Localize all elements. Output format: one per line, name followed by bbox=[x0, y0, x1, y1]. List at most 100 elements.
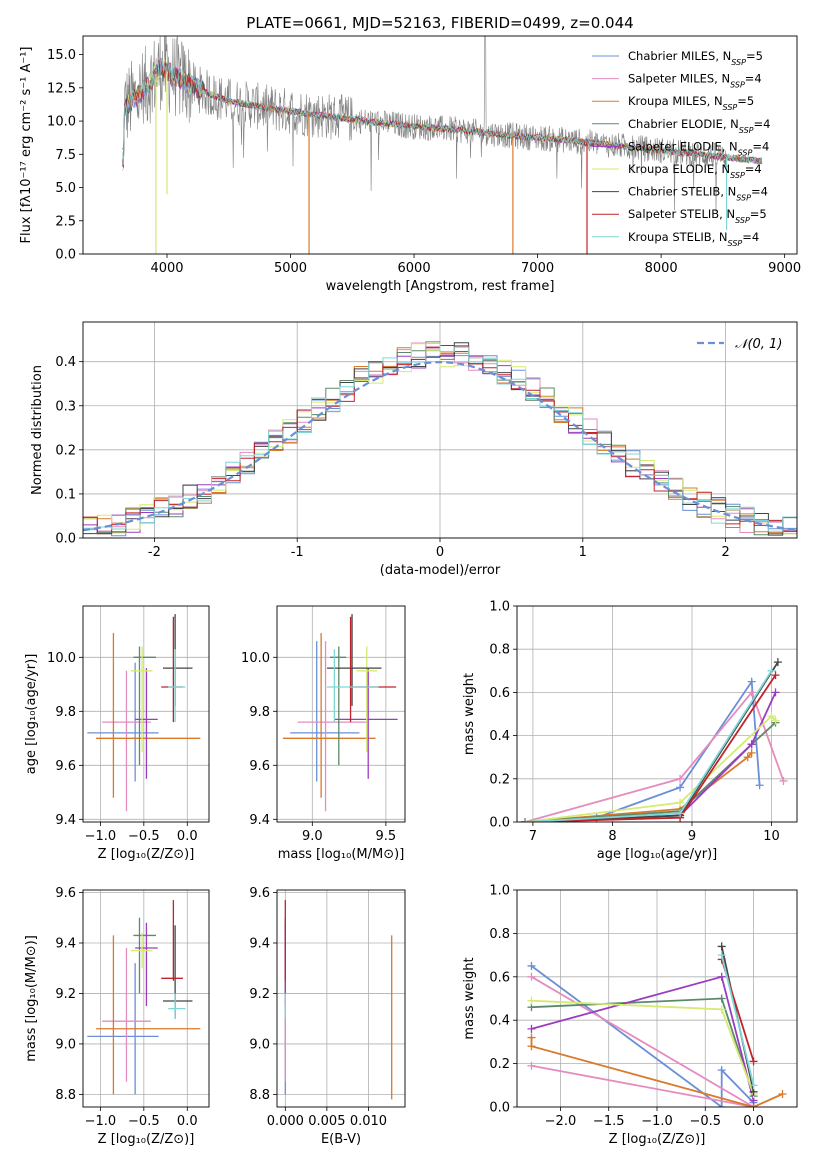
weight-line bbox=[524, 692, 777, 822]
weight-marker bbox=[749, 1081, 758, 1090]
y-tick-label: 9.4 bbox=[249, 936, 270, 951]
legend-label: Salpeter STELIB, NSSP=5 bbox=[628, 207, 767, 225]
x-axis-label: Z [log₁₀(Z/Z⊙)] bbox=[98, 847, 195, 862]
weight-marker bbox=[778, 1089, 787, 1098]
panel-residuals: -2 -1 0 1 2 0.0 0.1 0.2 0.3 0.4 (data-model)/error… bbox=[30, 321, 798, 578]
y-tick-label: 9.6 bbox=[55, 759, 76, 774]
x-axis-label: age [log₁₀(age/yr)] bbox=[597, 847, 718, 862]
y-tick-label: 9.6 bbox=[55, 886, 76, 901]
legend-label: 𝒩(0, 1) bbox=[735, 337, 782, 352]
y-axis-label: mass weight bbox=[462, 957, 477, 1039]
legend-subscript: SSP bbox=[738, 148, 753, 157]
axes-frame bbox=[276, 889, 406, 1108]
legend-subscript: SSP bbox=[723, 103, 738, 112]
y-tick-label: 9.2 bbox=[55, 987, 76, 1002]
legend-model: Salpeter STELIB, N bbox=[628, 207, 735, 221]
plot-area-age-vs-mass bbox=[277, 606, 405, 822]
legend-subscript: SSP bbox=[736, 193, 751, 202]
x-tick-label: 9.0 bbox=[302, 829, 323, 844]
legend-n: =4 bbox=[742, 230, 759, 244]
weight-marker bbox=[767, 712, 776, 721]
plot-area-mass-vs-ebv bbox=[277, 890, 405, 1107]
y-tick-label: 9.4 bbox=[55, 936, 76, 951]
y-tick-label: 0.2 bbox=[489, 772, 510, 787]
x-tick-label: 9.5 bbox=[376, 829, 397, 844]
legend-label: Chabrier MILES, NSSP=5 bbox=[628, 49, 763, 67]
plot-area-residuals bbox=[83, 322, 797, 538]
y-tick-label: 8.8 bbox=[55, 1088, 76, 1103]
legend-subscript: SSP bbox=[730, 80, 745, 89]
figure-title: PLATE=0661, MJD=52163, FIBERID=0499, z=0… bbox=[246, 14, 633, 32]
legend-n: =5 bbox=[746, 49, 763, 63]
legend-label: Kroupa ELODIE, NSSP=4 bbox=[628, 162, 762, 180]
x-tick-label: −1.0 bbox=[85, 1114, 117, 1129]
y-tick-label: 0.0 bbox=[55, 248, 76, 263]
x-axis-label: Z [log₁₀(Z/Z⊙)] bbox=[609, 1132, 706, 1147]
y-tick-label: 0.6 bbox=[489, 686, 510, 701]
legend-label: Salpeter MILES, NSSP=4 bbox=[628, 72, 762, 90]
panel-mass-vs-Z: −1.0 −0.5 0.0 8.8 9.0 9.2 9.4 9.6 Z [log₁₀(Z/Z⊙)… bbox=[24, 886, 210, 1147]
y-tick-label: 8.8 bbox=[249, 1088, 270, 1103]
legend-model: Kroupa ELODIE, N bbox=[628, 162, 730, 176]
legend-n: =4 bbox=[754, 117, 771, 131]
y-axis-label: mass weight bbox=[462, 673, 477, 755]
histogram-series bbox=[83, 342, 797, 538]
y-tick-label: 0.0 bbox=[55, 532, 76, 547]
y-tick-label: 5.0 bbox=[55, 181, 76, 196]
panel-spectrum: 4000 5000 6000 7000 8000 9000 0.0 2.5 5.0 7.5 10.0… bbox=[19, 35, 801, 294]
axes-frame bbox=[82, 605, 210, 823]
x-tick-label: 0 bbox=[436, 545, 444, 560]
weight-line bbox=[524, 714, 777, 822]
x-tick-label: 8000 bbox=[645, 261, 678, 276]
weight-marker bbox=[527, 1033, 536, 1042]
axes-frame bbox=[82, 889, 210, 1108]
weight-marker bbox=[527, 961, 536, 970]
weight-marker bbox=[743, 753, 752, 762]
y-tick-label: 0.0 bbox=[489, 1101, 510, 1116]
weight-marker bbox=[747, 748, 756, 757]
y-tick-label: 0.2 bbox=[489, 1057, 510, 1072]
weight-marker bbox=[779, 776, 788, 785]
x-tick-label: 0.0 bbox=[177, 829, 198, 844]
x-tick-label: −0.5 bbox=[689, 1114, 721, 1129]
x-tick-label: 0.0 bbox=[177, 1114, 198, 1129]
x-axis-label: mass [log₁₀(M/M⊙)] bbox=[278, 847, 405, 862]
axes-frame bbox=[82, 321, 798, 539]
y-axis-label: age [log₁₀(age/yr)] bbox=[24, 654, 39, 775]
weight-marker bbox=[676, 774, 685, 783]
legend-label: Kroupa MILES, NSSP=5 bbox=[628, 94, 754, 112]
x-tick-label: 2 bbox=[721, 545, 729, 560]
panel-age-vs-Z: −1.0 −0.5 0.0 9.4 9.6 9.8 10.0 Z [log₁₀(Z/Z⊙)] a… bbox=[24, 605, 210, 862]
x-axis-label: Z [log₁₀(Z/Z⊙)] bbox=[98, 1132, 195, 1147]
y-tick-label: 9.6 bbox=[249, 759, 270, 774]
y-tick-label: 10.0 bbox=[47, 115, 76, 130]
weight-marker bbox=[747, 677, 756, 686]
x-tick-label: 10 bbox=[763, 829, 780, 844]
weight-marker bbox=[717, 972, 726, 981]
x-tick-label: −1.0 bbox=[641, 1114, 673, 1129]
legend-n: =4 bbox=[745, 72, 762, 86]
legend-subscript: SSP bbox=[730, 171, 745, 180]
weight-marker bbox=[717, 1005, 726, 1014]
x-tick-label: −1.0 bbox=[85, 829, 117, 844]
y-tick-label: 9.6 bbox=[249, 886, 270, 901]
y-tick-label: 10.0 bbox=[47, 651, 76, 666]
axes-frame bbox=[516, 605, 798, 823]
x-tick-label: 0.005 bbox=[308, 1114, 345, 1129]
weight-line bbox=[530, 1037, 783, 1107]
legend-model: Kroupa STELIB, N bbox=[628, 230, 728, 244]
x-tick-label: 7000 bbox=[521, 261, 554, 276]
legend-subscript: SSP bbox=[728, 238, 743, 247]
plot-area-spectrum bbox=[122, 36, 763, 254]
legend-n: =4 bbox=[751, 185, 768, 199]
y-tick-label: 9.8 bbox=[249, 705, 270, 720]
legend-n: =4 bbox=[745, 162, 762, 176]
y-axis-label: Normed distribution bbox=[30, 365, 45, 495]
y-tick-label: 0.4 bbox=[55, 355, 76, 370]
weight-marker bbox=[717, 994, 726, 1003]
plot-area-age-vs-Z bbox=[83, 606, 209, 822]
plot-area-mass-vs-Z bbox=[83, 890, 209, 1107]
weight-marker bbox=[527, 972, 536, 981]
legend-n: =5 bbox=[750, 207, 767, 221]
axes-frame bbox=[516, 889, 798, 1108]
